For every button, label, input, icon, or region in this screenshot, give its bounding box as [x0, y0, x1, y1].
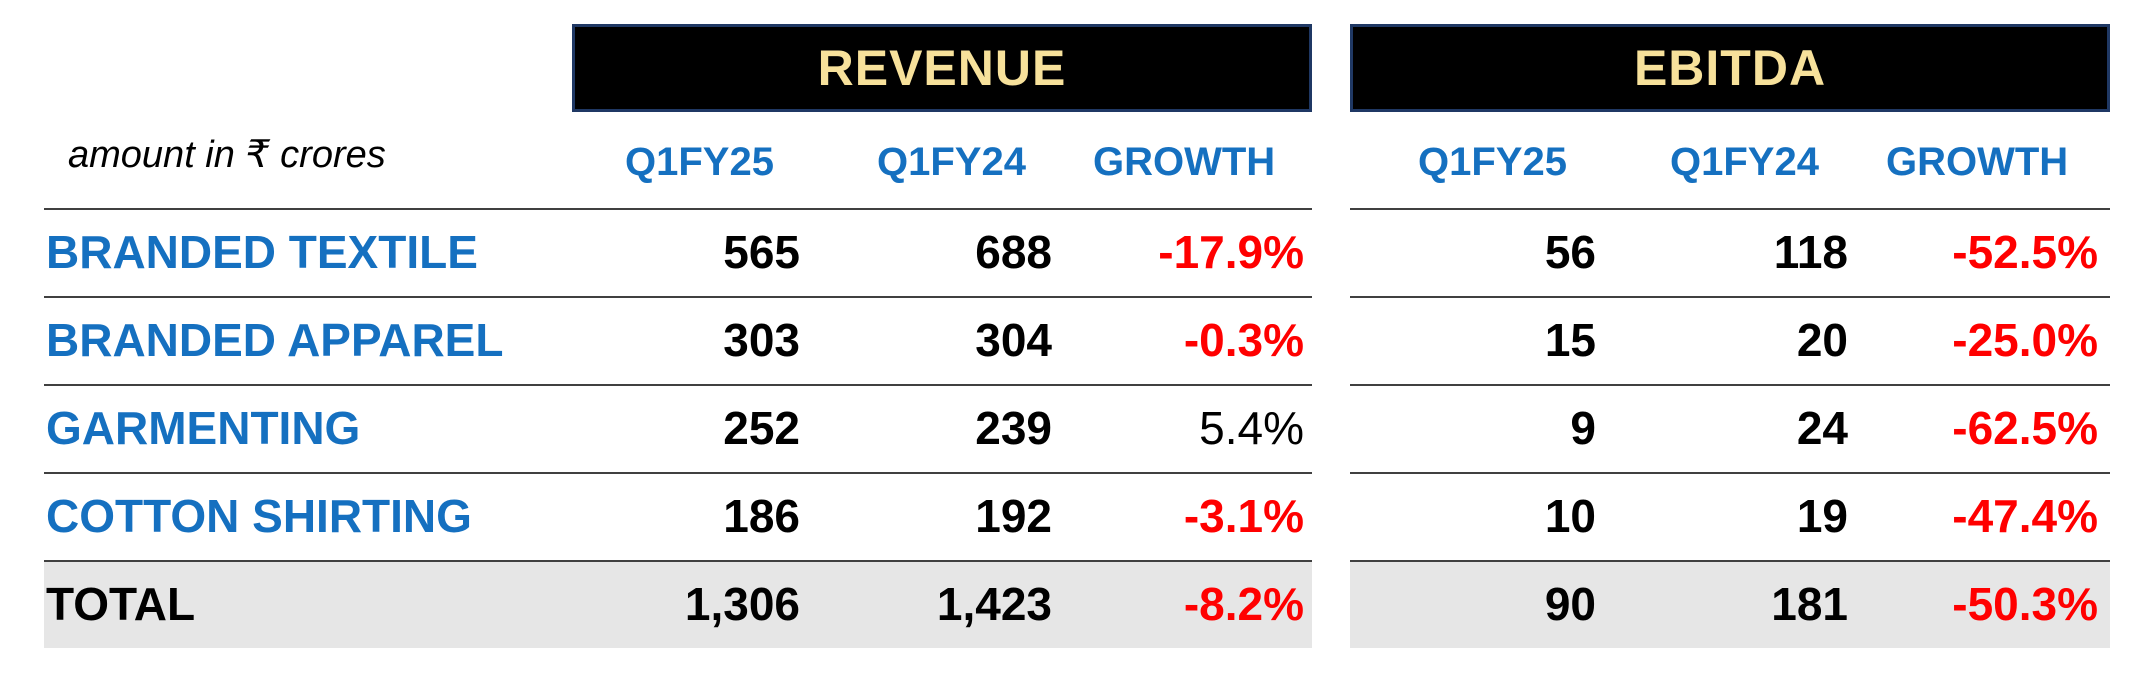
- revenue-q1fy25-cell: 303: [723, 314, 800, 366]
- row-divider: [1350, 560, 2110, 562]
- revenue-q1fy25-cell: 252: [723, 402, 800, 454]
- row-divider: [44, 560, 1312, 562]
- row-divider: [44, 472, 1312, 474]
- ebitda-growth-cell: -25.0%: [1952, 314, 2098, 366]
- ebitda-growth-cell: -52.5%: [1952, 226, 2098, 278]
- ebitda-header: EBITDA: [1350, 24, 2110, 112]
- ebitda-q1fy24-cell: 20: [1796, 314, 1848, 366]
- ebitda-q1fy25-cell: 9: [1570, 402, 1596, 454]
- row-divider: [1350, 208, 2110, 210]
- revenue-q1fy24-cell: 239: [975, 402, 1052, 454]
- revenue-q1fy25-cell: 1,306: [684, 578, 800, 630]
- ebitda-growth-cell: -62.5%: [1952, 402, 2098, 454]
- row-label: GARMENTING: [46, 402, 361, 454]
- ebitda-growth-cell: -50.3%: [1952, 578, 2098, 630]
- revenue-q1fy24-cell: 304: [975, 314, 1052, 366]
- revenue-growth-cell: -0.3%: [1183, 314, 1304, 366]
- ebitda-col-growth: GROWTH: [1886, 140, 2069, 184]
- row-divider: [44, 384, 1312, 386]
- ebitda-q1fy24-cell: 118: [1773, 226, 1848, 278]
- ebitda-q1fy24-cell: 181: [1771, 578, 1848, 630]
- revenue-growth-cell: -3.1%: [1183, 490, 1304, 542]
- ebitda-q1fy25-cell: 10: [1544, 490, 1596, 542]
- ebitda-col-q1fy24: Q1FY24: [1670, 140, 1819, 184]
- ebitda-q1fy24-cell: 19: [1796, 490, 1848, 542]
- revenue-col-q1fy25: Q1FY25: [625, 140, 774, 184]
- ebitda-col-q1fy25: Q1FY25: [1418, 140, 1567, 184]
- row-label: COTTON SHIRTING: [46, 490, 472, 542]
- ebitda-q1fy24-cell: 24: [1796, 402, 1848, 454]
- revenue-q1fy24-cell: 1,423: [936, 578, 1052, 630]
- ebitda-q1fy25-cell: 90: [1544, 578, 1596, 630]
- revenue-col-growth: GROWTH: [1093, 140, 1276, 184]
- ebitda-q1fy25-cell: 15: [1544, 314, 1596, 366]
- table-row: BRANDED APPAREL 303 304 -0.3% 15 20 -25.0%: [0, 296, 2142, 384]
- row-label: BRANDED TEXTILE: [46, 226, 478, 278]
- ebitda-q1fy25-cell: 56: [1544, 226, 1596, 278]
- revenue-q1fy24-cell: 688: [975, 226, 1052, 278]
- ebitda-header-title: EBITDA: [1633, 40, 1827, 96]
- revenue-q1fy25-cell: 186: [723, 490, 800, 542]
- revenue-growth-cell: -17.9%: [1158, 226, 1304, 278]
- table-row: BRANDED TEXTILE 565 688 -17.9% 56 118 -52.5%: [0, 208, 2142, 296]
- row-background: [1350, 560, 2110, 648]
- row-divider: [44, 208, 1312, 210]
- table-row: GARMENTING 252 239 5.4% 9 24 -62.5%: [0, 384, 2142, 472]
- revenue-header-title: REVENUE: [817, 40, 1067, 96]
- revenue-q1fy24-cell: 192: [975, 490, 1052, 542]
- revenue-growth-cell: -8.2%: [1183, 578, 1304, 630]
- ebitda-growth-cell: -47.4%: [1952, 490, 2098, 542]
- row-divider: [1350, 472, 2110, 474]
- row-divider: [1350, 296, 2110, 298]
- revenue-col-q1fy24: Q1FY24: [877, 140, 1026, 184]
- row-divider: [1350, 384, 2110, 386]
- row-divider: [44, 296, 1312, 298]
- revenue-growth-cell: 5.4%: [1199, 402, 1304, 454]
- units-note: amount in ₹ crores: [68, 134, 386, 176]
- revenue-q1fy25-cell: 565: [723, 226, 800, 278]
- revenue-header: REVENUE: [572, 24, 1312, 112]
- row-label: BRANDED APPAREL: [46, 314, 504, 366]
- table-row: COTTON SHIRTING 186 192 -3.1% 10 19 -47.4%: [0, 472, 2142, 560]
- row-label: TOTAL: [46, 578, 196, 630]
- row-background: [44, 560, 1312, 648]
- total-row: TOTAL 1,306 1,423 -8.2% 90 181 -50.3%: [0, 560, 2142, 648]
